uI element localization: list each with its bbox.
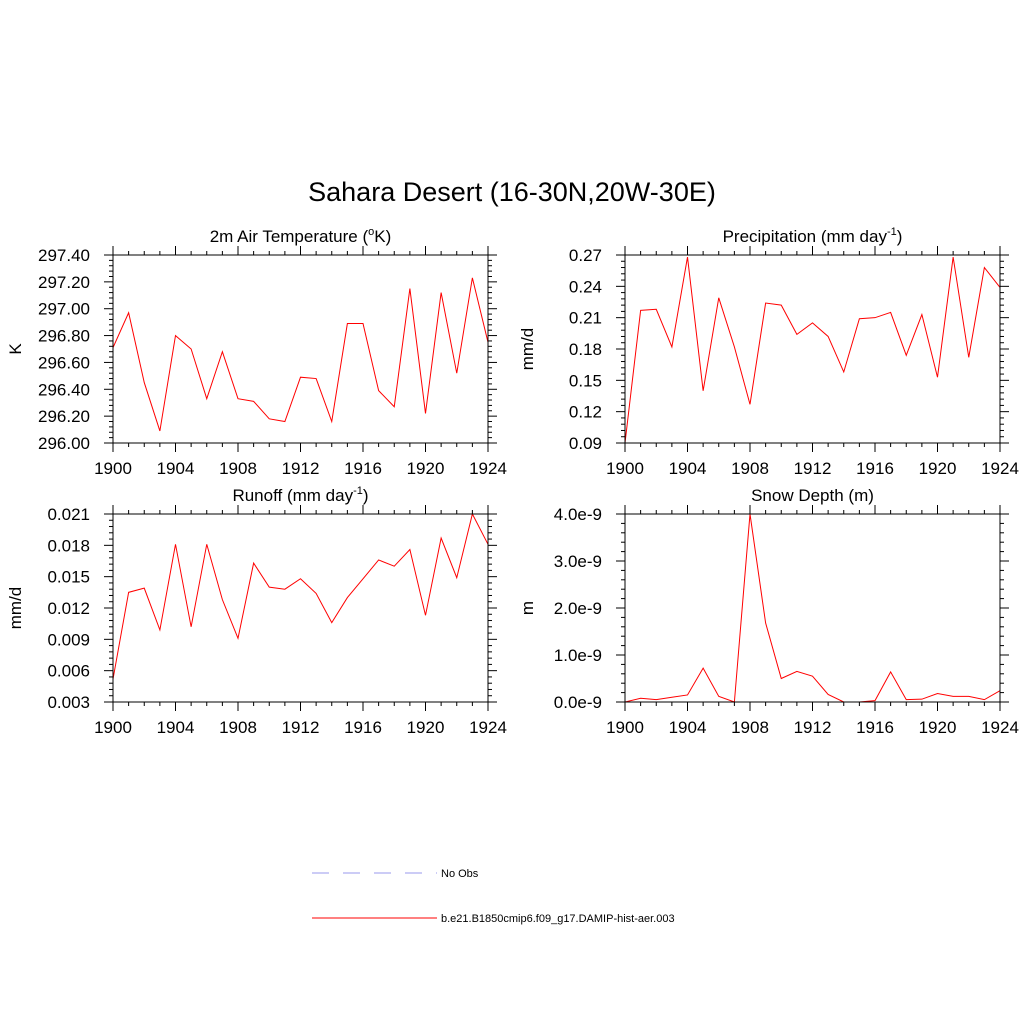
x-tick-label: 1900	[606, 718, 644, 737]
x-tick-label: 1900	[606, 459, 644, 478]
y-tick-label: 297.40	[38, 246, 90, 265]
series-line	[625, 514, 1000, 702]
x-tick-label: 1912	[282, 459, 320, 478]
chart-panel-2: Precipitation (mm day-1) mm/d 1900 1904 1908…	[518, 226, 1019, 478]
x-tick-label: 1900	[94, 718, 132, 737]
y-axis-label: m	[518, 601, 537, 615]
chart-panel-3: Runoff (mm day-1) mm/d 1900 1904 1908 1912 191…	[6, 485, 507, 737]
plot-frame	[112, 254, 489, 444]
x-tick-label: 1904	[669, 718, 707, 737]
x-tick-label: 1920	[919, 459, 957, 478]
panel-title: Runoff (mm day-1)	[232, 485, 368, 505]
y-tick-label: 0.27	[569, 246, 602, 265]
y-tick-label: 0.015	[47, 568, 90, 587]
y-tick-label: 297.00	[38, 300, 90, 319]
chart-panels: 2m Air Temperature (oK) K 1900 1904 1908 1912…	[6, 226, 1019, 737]
y-tick-label: 0.018	[47, 536, 90, 555]
panel-title: Snow Depth (m)	[751, 486, 874, 505]
panel-title-text: Snow Depth (m)	[751, 486, 874, 505]
chart-panel-1: 2m Air Temperature (oK) K 1900 1904 1908 1912…	[6, 226, 507, 478]
panel-title-tail: )	[363, 486, 369, 505]
x-tick-label: 1912	[794, 718, 832, 737]
y-tick-label: 3.0e-9	[554, 552, 602, 571]
legend-label: No Obs	[441, 868, 479, 880]
plot-frame	[624, 513, 1001, 703]
y-tick-label: 4.0e-9	[554, 505, 602, 524]
plot-frame	[624, 254, 1001, 444]
x-tick-label: 1924	[469, 459, 507, 478]
y-tick-label: 0.15	[569, 371, 602, 390]
panel-title-superscript: -1	[887, 226, 897, 238]
figure-title: Sahara Desert (16-30N,20W-30E)	[308, 177, 716, 207]
panel-title: Precipitation (mm day-1)	[723, 226, 903, 246]
y-tick-label: 0.0e-9	[554, 693, 602, 712]
series-line	[113, 277, 488, 432]
x-tick-label: 1924	[981, 718, 1019, 737]
panel-title-text: Runoff (mm day	[232, 486, 353, 505]
chart-panel-4: Snow Depth (m) m 1900 1904 1908 1912 1916 1920 1…	[518, 486, 1019, 737]
y-tick-label: 0.12	[569, 403, 602, 422]
y-tick-label: 296.80	[38, 327, 90, 346]
panel-title-text: 2m Air Temperature (	[210, 227, 369, 246]
y-tick-label: 296.40	[38, 380, 90, 399]
series-line	[113, 514, 488, 680]
y-tick-label: 296.20	[38, 407, 90, 426]
y-axis-label: mm/d	[518, 328, 537, 371]
y-tick-label: 2.0e-9	[554, 599, 602, 618]
y-tick-label: 296.60	[38, 353, 90, 372]
x-tick-label: 1916	[344, 459, 382, 478]
y-tick-label: 296.00	[38, 434, 90, 453]
x-tick-label: 1904	[157, 459, 195, 478]
y-tick-label: 0.006	[47, 662, 90, 681]
x-tick-label: 1908	[731, 459, 769, 478]
x-tick-label: 1916	[344, 718, 382, 737]
x-tick-label: 1908	[219, 459, 257, 478]
y-tick-label: 0.18	[569, 340, 602, 359]
y-tick-label: 0.09	[569, 434, 602, 453]
legend-label: b.e21.B1850cmip6.f09_g17.DAMIP-hist-aer.…	[441, 913, 675, 925]
x-tick-label: 1912	[794, 459, 832, 478]
y-tick-label: 0.24	[569, 277, 602, 296]
panel-title: 2m Air Temperature (oK)	[210, 226, 392, 246]
panel-title-text: Precipitation (mm day	[723, 227, 888, 246]
panel-title-tail: )	[897, 227, 903, 246]
x-tick-label: 1908	[219, 718, 257, 737]
series-line	[625, 257, 1000, 443]
panel-title-tail: K)	[374, 227, 391, 246]
x-tick-label: 1920	[919, 718, 957, 737]
y-tick-label: 0.021	[47, 505, 90, 524]
panel-title-superscript: -1	[353, 485, 363, 497]
x-tick-label: 1908	[731, 718, 769, 737]
y-tick-label: 0.003	[47, 693, 90, 712]
y-axis-label: K	[6, 343, 25, 355]
panel-title-superscript: o	[368, 226, 374, 238]
y-tick-label: 0.21	[569, 309, 602, 328]
x-tick-label: 1920	[407, 718, 445, 737]
y-tick-label: 297.20	[38, 273, 90, 292]
x-tick-label: 1916	[856, 459, 894, 478]
y-axis-label: mm/d	[6, 587, 25, 630]
y-tick-label: 0.012	[47, 599, 90, 618]
x-tick-label: 1916	[856, 718, 894, 737]
plot-frame	[112, 513, 489, 703]
legend: No Obs b.e21.B1850cmip6.f09_g17.DAMIP-his…	[312, 868, 675, 925]
x-tick-label: 1904	[669, 459, 707, 478]
x-tick-label: 1920	[407, 459, 445, 478]
x-tick-label: 1912	[282, 718, 320, 737]
y-tick-label: 1.0e-9	[554, 646, 602, 665]
x-tick-label: 1900	[94, 459, 132, 478]
x-tick-label: 1904	[157, 718, 195, 737]
x-tick-label: 1924	[981, 459, 1019, 478]
x-tick-label: 1924	[469, 718, 507, 737]
y-tick-label: 0.009	[47, 630, 90, 649]
